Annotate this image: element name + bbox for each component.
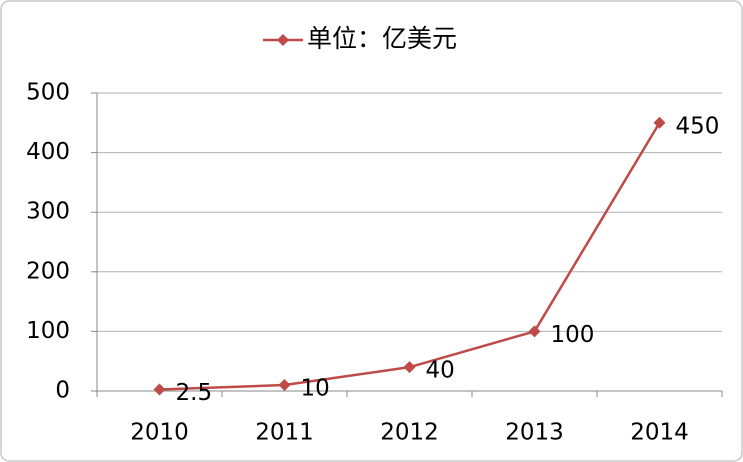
legend-label: 单位：亿美元	[307, 24, 457, 53]
marker	[653, 116, 666, 129]
y-tick-label: 300	[26, 199, 70, 225]
x-tick-label: 2010	[130, 420, 189, 446]
data-label: 40	[426, 358, 455, 384]
data-label: 2.5	[176, 380, 213, 406]
data-label: 10	[301, 376, 330, 402]
marker	[403, 361, 416, 374]
legend-marker	[277, 34, 289, 46]
x-tick-label: 2013	[505, 420, 564, 446]
y-tick-label: 400	[26, 139, 70, 165]
marker	[153, 383, 166, 396]
data-label: 450	[676, 113, 720, 139]
marker	[278, 379, 291, 392]
x-tick-label: 2011	[255, 420, 314, 446]
marker	[528, 325, 541, 338]
x-tick-label: 2014	[630, 420, 689, 446]
y-tick-label: 0	[55, 378, 70, 404]
data-label: 100	[551, 322, 595, 348]
y-tick-label: 100	[26, 318, 70, 344]
y-tick-label: 500	[26, 80, 70, 106]
y-tick-label: 200	[26, 258, 70, 284]
x-tick-label: 2012	[380, 420, 439, 446]
